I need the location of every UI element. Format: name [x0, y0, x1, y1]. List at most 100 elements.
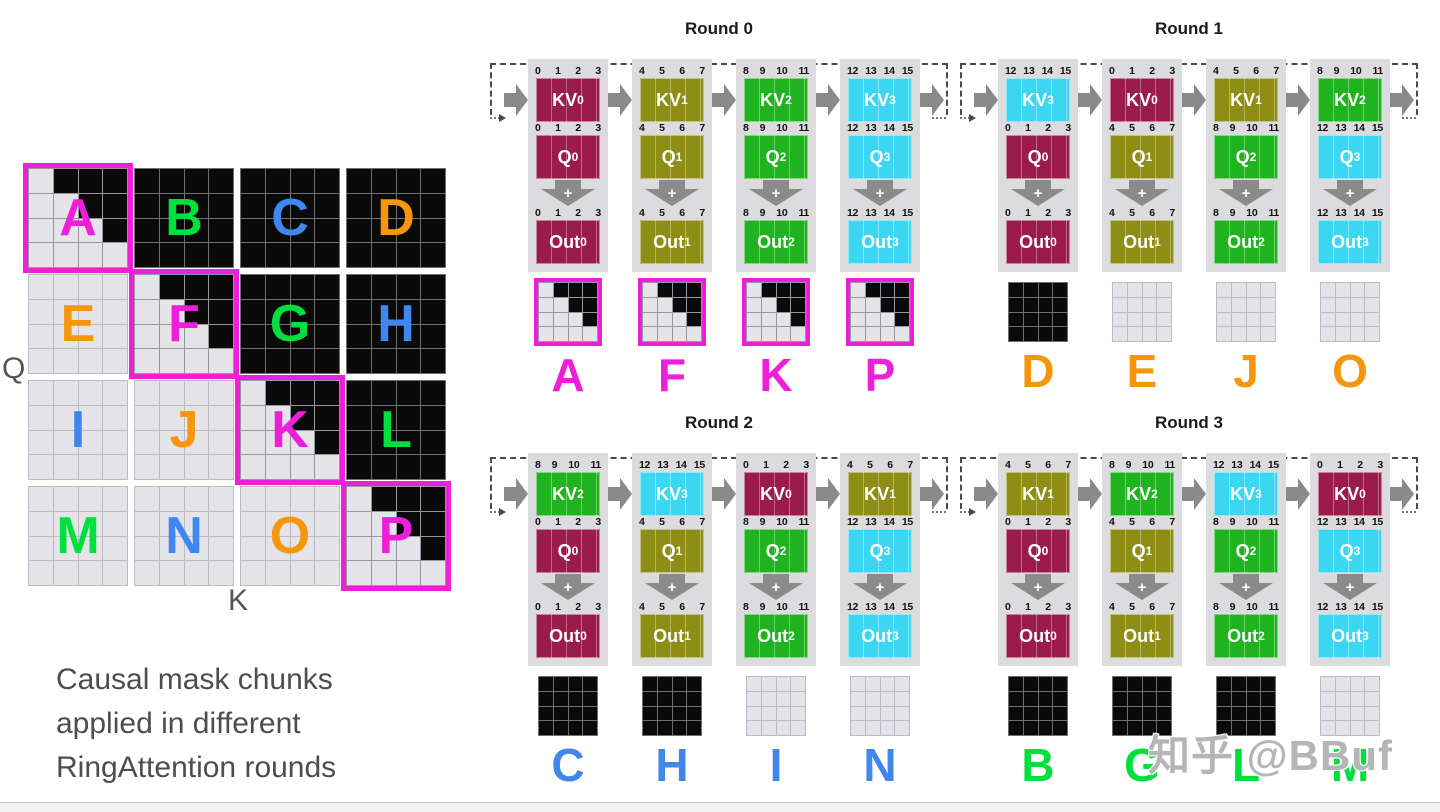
kv-token-indices: 12 13 14 15 — [1005, 65, 1071, 78]
add-arrow-icon: + — [853, 574, 907, 600]
mask-cell — [1113, 691, 1127, 706]
token-index: 11 — [798, 122, 809, 134]
block-subscript: 3 — [1362, 235, 1369, 249]
caption-line-3: RingAttention rounds — [56, 751, 337, 784]
mask-cell — [241, 487, 265, 511]
q-token-indices: 4 5 6 7 — [1109, 122, 1175, 135]
mask-cell — [29, 487, 53, 511]
out-block: Out 2 — [744, 614, 808, 658]
token-index: 11 — [1268, 516, 1279, 528]
mask-cell — [1127, 691, 1142, 706]
mask-cell — [265, 487, 290, 511]
chunk-slot: O — [1310, 282, 1390, 394]
mask-cell — [78, 275, 103, 299]
ring-arrow-icon — [1286, 476, 1310, 512]
ring-node-panel-0: 12 13 14 15 KV 3 0 1 2 3 Q 0 +0 1 2 3 Out 0 — [998, 59, 1078, 272]
block-label: KV — [1022, 483, 1048, 504]
mask-cell — [1261, 297, 1275, 312]
token-index: 13 — [865, 516, 877, 528]
mask-cell — [1335, 706, 1350, 721]
k-axis-label: K — [228, 584, 249, 617]
mask-cell — [539, 677, 553, 691]
mask-cell — [53, 405, 78, 430]
token-index: 15 — [901, 122, 913, 134]
mask-cell — [1023, 706, 1038, 721]
token-index: 1 — [555, 601, 561, 613]
mask-cell — [1113, 283, 1127, 297]
mask-cell — [315, 193, 339, 218]
token-index: 9 — [1229, 122, 1236, 134]
token-index: 8 — [743, 65, 749, 77]
mask-cell — [643, 327, 657, 341]
block-subscript: 0 — [1050, 235, 1057, 249]
mask-cell — [865, 327, 880, 341]
mask-cell — [78, 455, 103, 479]
mask-cell — [747, 721, 761, 735]
ring-loop-exit-connector — [932, 110, 948, 120]
token-index: 8 — [743, 122, 749, 134]
mask-cell — [184, 349, 209, 373]
mask-cell — [672, 312, 687, 327]
mask-cell — [209, 243, 233, 267]
chunk-letter: G — [269, 295, 311, 353]
mask-cell — [1157, 283, 1171, 297]
mask-cell — [103, 193, 127, 218]
token-index: 3 — [1065, 516, 1071, 528]
chunk-letter: P — [378, 507, 414, 565]
mask-cell — [396, 299, 421, 324]
token-index: 6 — [1149, 516, 1155, 528]
kv-block: KV 3 — [640, 472, 704, 516]
mask-cell — [371, 169, 396, 193]
chunk-letter: P — [864, 349, 896, 401]
mask-cell — [791, 312, 805, 327]
mask-cell — [265, 218, 290, 243]
block-label: Q — [1131, 540, 1146, 561]
figure-caption: Causal mask chunks applied in different … — [56, 658, 336, 790]
mask-cell — [184, 193, 209, 218]
caption-line-1: Causal mask chunks — [56, 663, 333, 696]
mask-cell — [265, 430, 290, 455]
out-token-indices: 0 1 2 3 — [535, 207, 601, 220]
token-index: 10 — [568, 459, 580, 471]
q-token-indices: 4 5 6 7 — [1109, 516, 1175, 529]
mask-cell — [1261, 691, 1275, 706]
mask-cell — [865, 721, 880, 735]
mask-cell — [1142, 721, 1157, 735]
mask-cell — [421, 455, 445, 479]
out-token-indices: 4 5 6 7 — [639, 601, 705, 614]
block-subscript: 0 — [1041, 544, 1049, 558]
mask-cell — [1038, 691, 1053, 706]
mask-cell — [1009, 297, 1023, 312]
chunk-letter: H — [377, 295, 415, 353]
mask-cell — [1231, 297, 1246, 312]
block-label: Out — [861, 231, 893, 252]
mask-cell — [53, 536, 78, 561]
mask-cell — [1246, 706, 1261, 721]
ring-loop-entry-arrow — [490, 110, 506, 122]
token-index: 3 — [1377, 459, 1383, 471]
token-index: 15 — [693, 459, 705, 471]
mask-cell — [553, 327, 568, 341]
out-block: Out 2 — [744, 220, 808, 264]
token-index: 9 — [759, 207, 766, 219]
block-subscript: 2 — [1359, 93, 1366, 107]
matrix-chunk-A: A — [28, 168, 128, 268]
mask-cell — [78, 381, 103, 405]
mask-cell — [1142, 691, 1157, 706]
mask-cell — [29, 243, 53, 267]
mask-cell — [265, 349, 290, 373]
token-index: 7 — [1169, 122, 1175, 134]
mask-cell — [103, 561, 127, 585]
token-index: 2 — [575, 207, 581, 219]
ring-node-panel-1: 8 9 10 11 KV 2 4 5 6 7 Q 1 +4 5 6 7 Out 1 — [1102, 453, 1182, 666]
token-index: 3 — [595, 516, 601, 528]
round-2: Round 2 8 9 10 11 KV 2 0 1 2 3 Q 0 +0 1 2 3 Out 0 12 13 14 15 K… — [488, 412, 950, 788]
ring-arrow-icon — [920, 82, 944, 118]
mask-cell — [880, 312, 895, 327]
block-label: Q — [1339, 540, 1354, 561]
mask-cell — [371, 243, 396, 267]
